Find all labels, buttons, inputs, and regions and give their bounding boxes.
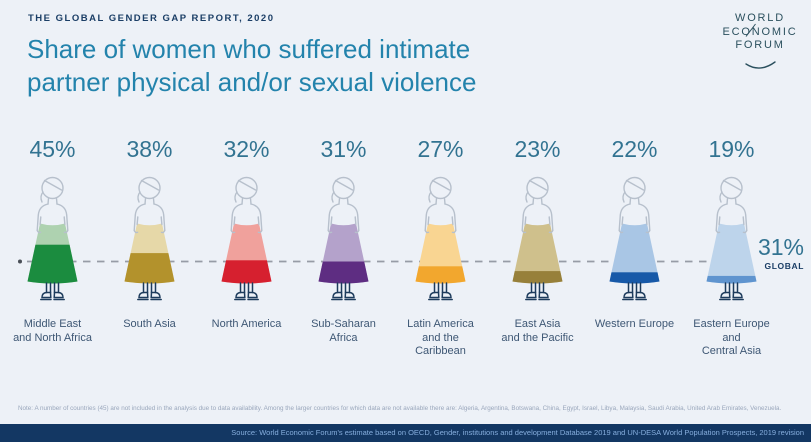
- legs-and-shoes: [428, 282, 453, 301]
- legs-and-shoes: [719, 282, 744, 301]
- region-value: 27%: [417, 136, 464, 162]
- source-text: Source: World Economic Forum's estimate …: [231, 428, 804, 437]
- body-outline: [618, 176, 651, 234]
- woman-figure: [706, 176, 757, 301]
- skirt-light-fill: [609, 223, 660, 284]
- legs-and-shoes: [40, 282, 65, 301]
- global-average-caption: GLOBAL: [764, 261, 804, 271]
- page-title-line-2: partner physical and/or sexual violence: [27, 67, 477, 97]
- region-value: 22%: [611, 136, 658, 162]
- skirt-value-fill: [27, 244, 78, 284]
- woman-figure: [512, 176, 563, 301]
- skirt-value-fill: [415, 266, 466, 284]
- page-title: Share of women who suffered intimate par…: [27, 33, 476, 99]
- region-column-5: 27% Latin America and the Caribbean: [392, 136, 489, 359]
- region-label: Eastern Europe and Central Asia: [693, 318, 770, 357]
- report-kicker: THE GLOBAL GENDER GAP REPORT, 2020: [28, 13, 275, 24]
- legs-and-shoes: [331, 282, 356, 301]
- skirt-value-fill: [706, 275, 757, 284]
- woman-figure: [318, 176, 369, 301]
- skirt-value-fill: [221, 260, 272, 284]
- global-average-value: 31%: [757, 234, 804, 260]
- line-start-dot: [18, 259, 22, 264]
- region-value: 19%: [708, 136, 755, 162]
- region-value: 45%: [29, 136, 76, 162]
- region-column-3: 32% North America: [198, 136, 295, 359]
- logo-word-forum: FORUM: [735, 39, 785, 51]
- body-outline: [133, 176, 166, 234]
- skirt-light-fill: [706, 223, 757, 284]
- region-label: Middle East and North Africa: [13, 318, 92, 344]
- woman-figure: [609, 176, 660, 301]
- woman-figure: [124, 176, 175, 301]
- skirt-value-fill: [124, 253, 175, 284]
- region-column-6: 23% East Asia and the Pacific: [489, 136, 586, 359]
- region-label: Western Europe: [594, 318, 675, 330]
- body-outline: [230, 176, 263, 234]
- region-value: 31%: [320, 136, 367, 162]
- logo-word-economic: ECONOMIC: [722, 25, 798, 38]
- skirt-value-fill: [318, 261, 369, 284]
- footnote: Note: A number of countries (45) are not…: [18, 405, 782, 412]
- page-title-line-1: Share of women who suffered intimate: [27, 34, 471, 64]
- regions-row: 45% Middle East and North Africa 38%: [4, 136, 776, 359]
- region-column-1: 45% Middle East and North Africa: [4, 136, 101, 359]
- body-outline: [327, 176, 360, 234]
- region-label: East Asia and the Pacific: [501, 318, 574, 344]
- body-outline: [36, 176, 69, 234]
- skirt-light-fill: [512, 223, 563, 284]
- region-label: Sub-Saharan Africa: [311, 318, 376, 344]
- woman-figure: [27, 176, 78, 301]
- woman-figure: [221, 176, 272, 301]
- body-outline: [521, 176, 554, 234]
- region-label: North America: [211, 318, 282, 330]
- region-value: 32%: [223, 136, 270, 162]
- global-average-label: 31% GLOBAL: [748, 234, 804, 271]
- legs-and-shoes: [525, 282, 550, 301]
- body-outline: [424, 176, 457, 234]
- source-bar: Source: World Economic Forum's estimate …: [0, 424, 811, 442]
- region-label: Latin America and the Caribbean: [407, 318, 474, 357]
- region-label: South Asia: [123, 318, 176, 330]
- region-value: 23%: [514, 136, 561, 162]
- wef-logo-mark: [745, 23, 776, 69]
- legs-and-shoes: [137, 282, 162, 301]
- logo-word-world: WORLD: [735, 12, 785, 24]
- region-value: 38%: [126, 136, 173, 162]
- skirt-value-fill: [512, 271, 563, 284]
- wef-logo: WORLD ECONOMIC FORUM: [716, 12, 804, 74]
- woman-figure: [415, 176, 466, 301]
- skirt-value-fill: [609, 272, 660, 284]
- region-column-7: 22% Western Europe: [586, 136, 683, 359]
- legs-and-shoes: [622, 282, 647, 301]
- region-column-2: 38% South Asia: [101, 136, 198, 359]
- region-column-8: 19% Eastern Europe and Central Asia: [683, 136, 780, 359]
- region-column-4: 31% Sub-Saharan Africa: [295, 136, 392, 359]
- legs-and-shoes: [234, 282, 259, 301]
- body-outline: [715, 176, 748, 234]
